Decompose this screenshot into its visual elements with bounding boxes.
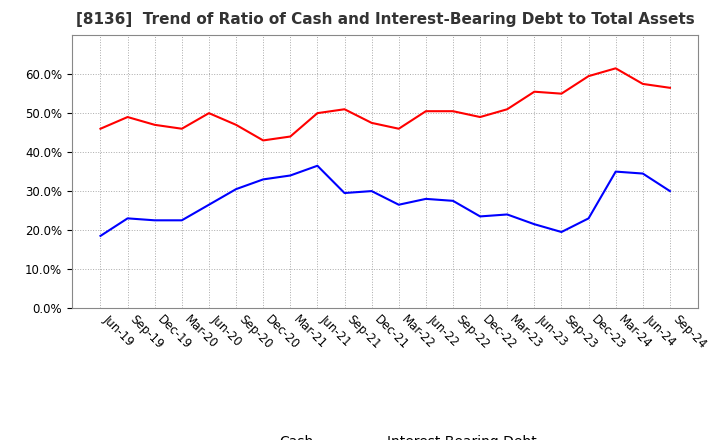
Cash	[503, 106, 511, 112]
Line: Cash: Cash	[101, 68, 670, 140]
Interest-Bearing Debt	[395, 202, 403, 207]
Cash	[96, 126, 105, 132]
Interest-Bearing Debt	[341, 191, 349, 196]
Cash	[557, 91, 566, 96]
Legend: Cash, Interest-Bearing Debt: Cash, Interest-Bearing Debt	[228, 429, 542, 440]
Interest-Bearing Debt	[503, 212, 511, 217]
Interest-Bearing Debt	[449, 198, 457, 203]
Interest-Bearing Debt	[286, 173, 294, 178]
Line: Interest-Bearing Debt: Interest-Bearing Debt	[101, 166, 670, 236]
Cash	[259, 138, 268, 143]
Cash	[476, 114, 485, 120]
Cash	[395, 126, 403, 132]
Interest-Bearing Debt	[584, 216, 593, 221]
Cash	[286, 134, 294, 139]
Interest-Bearing Debt	[204, 202, 213, 207]
Interest-Bearing Debt	[150, 218, 159, 223]
Cash	[449, 109, 457, 114]
Interest-Bearing Debt	[232, 187, 240, 192]
Cash	[123, 114, 132, 120]
Cash	[232, 122, 240, 128]
Interest-Bearing Debt	[421, 196, 430, 202]
Interest-Bearing Debt	[96, 233, 105, 238]
Title: [8136]  Trend of Ratio of Cash and Interest-Bearing Debt to Total Assets: [8136] Trend of Ratio of Cash and Intere…	[76, 12, 695, 27]
Interest-Bearing Debt	[665, 188, 674, 194]
Interest-Bearing Debt	[313, 163, 322, 169]
Cash	[204, 110, 213, 116]
Cash	[367, 120, 376, 125]
Interest-Bearing Debt	[123, 216, 132, 221]
Cash	[611, 66, 620, 71]
Interest-Bearing Debt	[367, 188, 376, 194]
Cash	[665, 85, 674, 91]
Cash	[530, 89, 539, 94]
Interest-Bearing Debt	[476, 214, 485, 219]
Interest-Bearing Debt	[530, 222, 539, 227]
Interest-Bearing Debt	[611, 169, 620, 174]
Interest-Bearing Debt	[259, 177, 268, 182]
Cash	[178, 126, 186, 132]
Interest-Bearing Debt	[557, 229, 566, 235]
Cash	[341, 106, 349, 112]
Cash	[421, 109, 430, 114]
Cash	[584, 73, 593, 79]
Cash	[150, 122, 159, 128]
Cash	[313, 110, 322, 116]
Cash	[639, 81, 647, 87]
Interest-Bearing Debt	[178, 218, 186, 223]
Interest-Bearing Debt	[639, 171, 647, 176]
